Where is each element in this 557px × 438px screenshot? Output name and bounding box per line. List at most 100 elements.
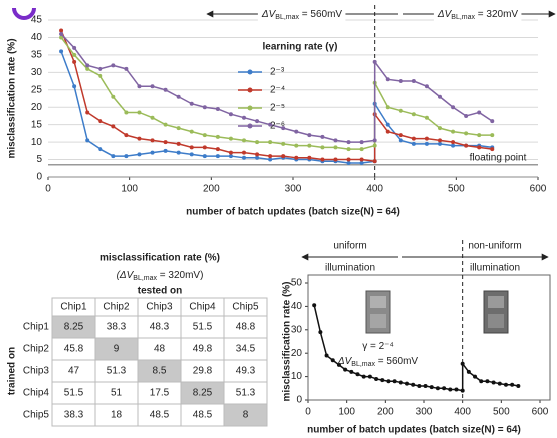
data-point [346, 147, 351, 152]
data-point [429, 385, 434, 390]
data-point [268, 140, 273, 145]
data-point [477, 133, 482, 138]
data-point [466, 369, 471, 374]
y-tick-label: 35 [31, 50, 43, 61]
data-point [255, 140, 260, 145]
data-point [98, 119, 103, 124]
x-axis-label: number of batch updates (batch size(N) =… [186, 207, 400, 218]
data-point [424, 141, 429, 146]
data-point [176, 94, 181, 99]
data-point [451, 105, 456, 110]
row-label: Chip1 [23, 322, 50, 333]
column-label: Chip5 [232, 302, 259, 313]
data-point [333, 138, 338, 143]
region-label: uniform [333, 241, 366, 252]
data-point [137, 110, 142, 115]
data-point [124, 154, 129, 159]
data-point [242, 115, 246, 120]
data-point [228, 150, 233, 155]
y-tick-label: 30 [31, 67, 43, 78]
data-point [451, 140, 456, 145]
row-label: Chip2 [23, 344, 50, 355]
annotation-part: ΔV [337, 356, 353, 367]
annotation-part: = 320mV [475, 9, 518, 20]
annotation: ΔVBL,max = 560mV [261, 9, 343, 22]
data-point [281, 141, 286, 146]
cell-value: 47 [68, 366, 80, 377]
data-point [435, 386, 440, 391]
data-point [294, 143, 299, 148]
data-point [330, 358, 335, 363]
data-point [294, 155, 299, 160]
row-header: trained on [7, 347, 18, 395]
data-point [72, 84, 77, 89]
plot-frame [307, 274, 551, 401]
data-point [333, 145, 338, 150]
region-label: non-uniform [468, 241, 521, 252]
data-point [473, 374, 478, 379]
data-point [98, 66, 103, 71]
data-point [374, 376, 379, 381]
y-tick-label: 30 [291, 324, 303, 335]
cell-value: 38.3 [64, 410, 84, 421]
data-point [215, 147, 220, 152]
data-point [85, 63, 90, 68]
x-tick-label: 600 [530, 184, 547, 195]
data-point [268, 157, 273, 162]
x-tick-label: 200 [377, 407, 394, 418]
data-point [163, 148, 168, 153]
data-point [176, 126, 181, 131]
data-point [59, 28, 64, 33]
data-point [294, 129, 299, 134]
data-point [477, 145, 482, 150]
cell-value: 29.8 [193, 366, 213, 377]
data-point [137, 136, 142, 141]
data-point [392, 379, 397, 384]
x-tick-label: 100 [121, 184, 138, 195]
data-point [255, 152, 260, 157]
data-point [228, 136, 233, 141]
data-point [516, 383, 521, 388]
y-tick-label: 25 [31, 84, 43, 95]
data-point [312, 303, 317, 308]
data-point [464, 113, 469, 118]
data-point [386, 379, 391, 384]
x-tick-label: 500 [493, 407, 510, 418]
data-point [307, 155, 312, 160]
annotation-part: = 560mV [299, 9, 342, 20]
legend-marker [247, 123, 253, 129]
data-point [255, 119, 260, 124]
data-point [320, 134, 325, 139]
x-tick-label: 500 [448, 184, 465, 195]
data-point [411, 112, 416, 117]
column-label: Chip2 [103, 302, 130, 313]
data-point [359, 147, 364, 152]
column-label: Chip1 [60, 302, 87, 313]
data-point [176, 141, 181, 146]
y-tick-label: 0 [296, 395, 302, 406]
data-point [124, 110, 129, 115]
cell-value: 51.5 [193, 322, 213, 333]
data-point [346, 161, 351, 166]
annotation: ΔVBL,max = 560mV [337, 356, 419, 369]
data-point [59, 31, 64, 36]
region-label: illumination [470, 263, 520, 274]
table-cell [223, 403, 268, 427]
annotation-part: γ = 2⁻⁴ [362, 341, 394, 352]
data-point [215, 134, 220, 139]
legend-marker [247, 87, 253, 93]
data-point [485, 379, 490, 384]
data-point [324, 353, 329, 358]
data-point [98, 147, 103, 152]
data-point [333, 157, 338, 162]
annotation: ΔVBL,max = 320mV [437, 9, 519, 22]
data-point [111, 94, 116, 99]
data-point [242, 138, 246, 143]
data-point [215, 154, 220, 159]
cell-value: 48.5 [150, 410, 170, 421]
x-tick-label: 200 [203, 184, 220, 195]
data-point [111, 124, 116, 129]
data-point [72, 52, 77, 57]
data-point [320, 157, 325, 162]
